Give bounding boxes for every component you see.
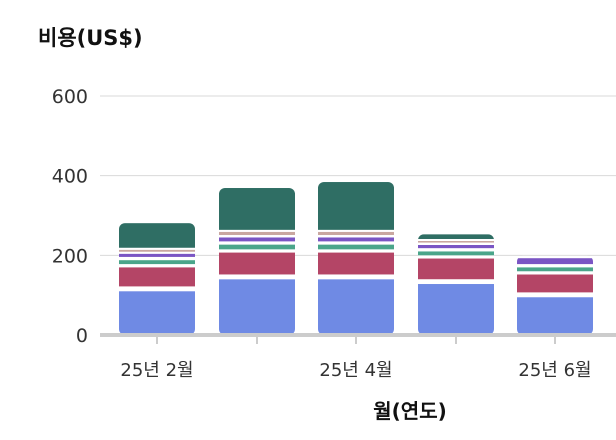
bar-segment bbox=[219, 231, 295, 236]
y-tick-label: 600 bbox=[52, 86, 88, 108]
bar-segment bbox=[219, 235, 295, 238]
y-tick-labels: 0 200 400 600 bbox=[52, 86, 88, 347]
bar-segment bbox=[517, 267, 593, 272]
bar-stack bbox=[318, 182, 394, 335]
bar-stack bbox=[418, 234, 494, 335]
x-tick-label: 25년 6월 bbox=[518, 360, 591, 381]
bar-segment bbox=[418, 234, 494, 240]
bar-segment bbox=[219, 188, 295, 230]
bar-segment bbox=[219, 249, 295, 253]
bar-stack bbox=[119, 223, 195, 335]
bar-segment bbox=[318, 229, 394, 232]
x-tick-label: 25년 4월 bbox=[319, 360, 392, 381]
bar-segment bbox=[318, 241, 394, 245]
bar-segment bbox=[318, 235, 394, 238]
bar-segment bbox=[418, 279, 494, 285]
bar-segment bbox=[219, 274, 295, 280]
bar-segment bbox=[119, 291, 195, 335]
bar-segment bbox=[418, 258, 494, 280]
bar-segment bbox=[517, 264, 593, 268]
x-axis-label: 월(연도) bbox=[373, 399, 446, 423]
bar-segment bbox=[219, 241, 295, 245]
bar-stack bbox=[219, 188, 295, 335]
bar-segment bbox=[219, 237, 295, 242]
bar-stack bbox=[517, 255, 593, 335]
bar-segment bbox=[418, 255, 494, 259]
bar-segment bbox=[219, 279, 295, 335]
bar-segment bbox=[119, 264, 195, 268]
bar-segment bbox=[318, 237, 394, 242]
bar-segment bbox=[418, 251, 494, 256]
bar-segment bbox=[119, 247, 195, 250]
bar-segment bbox=[119, 256, 195, 261]
bar-segment bbox=[318, 244, 394, 250]
bar-segment bbox=[517, 255, 593, 259]
bar-segment bbox=[517, 258, 593, 265]
bars bbox=[119, 182, 593, 335]
y-tick-label: 0 bbox=[76, 325, 88, 347]
bar-segment bbox=[318, 252, 394, 275]
bar-segment bbox=[318, 182, 394, 230]
y-tick-label: 400 bbox=[52, 166, 88, 188]
bar-segment bbox=[119, 251, 195, 254]
bar-segment bbox=[517, 271, 593, 275]
bar-segment bbox=[418, 239, 494, 241]
bar-segment bbox=[119, 267, 195, 287]
bar-segment bbox=[119, 253, 195, 257]
bar-segment bbox=[418, 242, 494, 245]
bar-segment bbox=[418, 248, 494, 252]
bar-segment bbox=[219, 252, 295, 275]
bar-segment bbox=[517, 292, 593, 298]
y-tick-label: 200 bbox=[52, 245, 88, 267]
bar-segment bbox=[119, 286, 195, 292]
x-axis bbox=[100, 333, 616, 344]
bar-segment bbox=[418, 244, 494, 249]
x-tick-label: 25년 2월 bbox=[120, 360, 193, 381]
bar-segment bbox=[119, 249, 195, 252]
bar-segment bbox=[318, 274, 394, 280]
bar-segment bbox=[318, 279, 394, 335]
bar-segment bbox=[418, 240, 494, 243]
y-axis-label: 비용(US$) bbox=[38, 26, 143, 50]
bar-segment bbox=[318, 249, 394, 253]
bar-segment bbox=[219, 229, 295, 232]
bar-segment bbox=[219, 244, 295, 250]
x-tick-labels: 25년 2월 25년 4월 25년 6월 bbox=[120, 360, 591, 381]
bar-segment bbox=[119, 223, 195, 248]
bar-segment bbox=[119, 260, 195, 265]
bar-segment bbox=[517, 297, 593, 335]
bar-segment bbox=[318, 231, 394, 236]
bar-segment bbox=[418, 284, 494, 335]
bar-segment bbox=[517, 274, 593, 293]
